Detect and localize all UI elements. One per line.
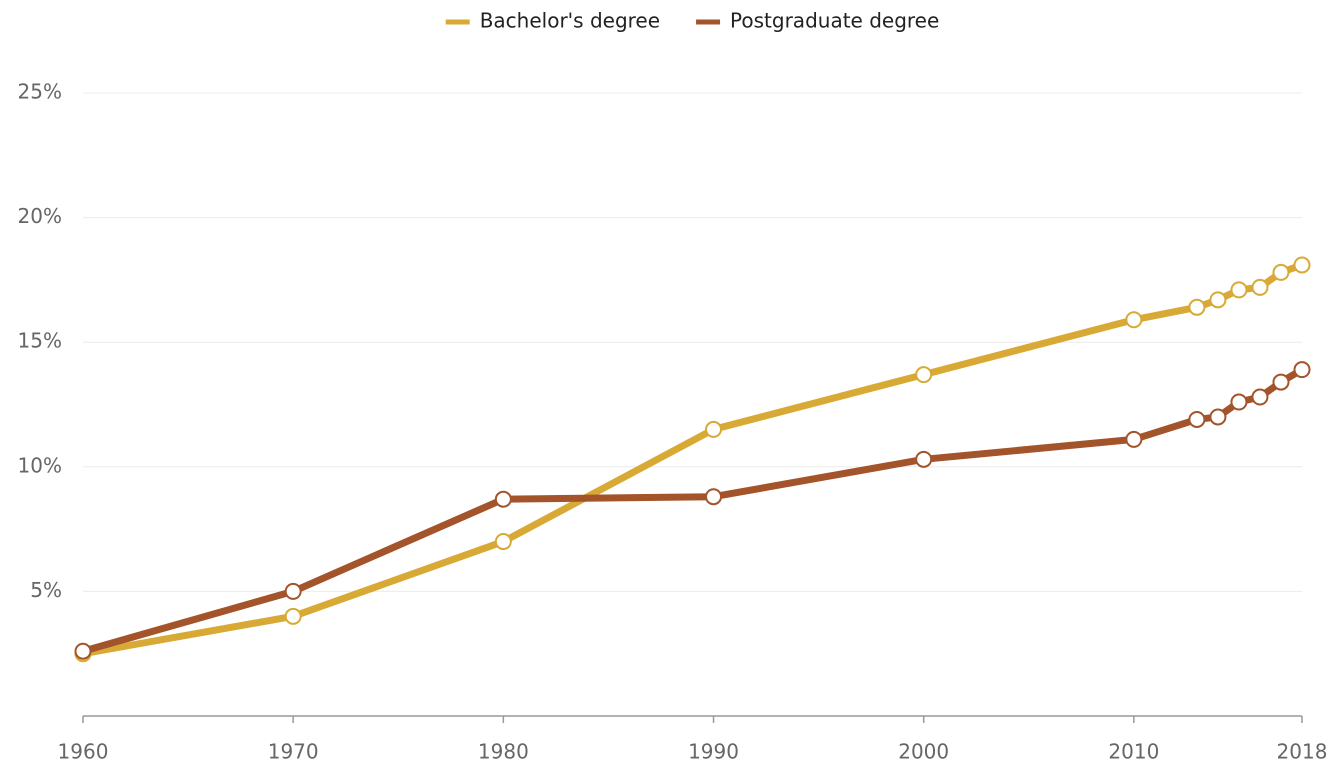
x-tick-label: 2018 (1277, 740, 1328, 764)
point (705, 420, 723, 438)
x-tick-label: 1970 (268, 740, 319, 764)
point (1188, 298, 1206, 316)
point (1251, 388, 1269, 406)
point (1209, 408, 1227, 426)
x-tick-label: 2010 (1108, 740, 1159, 764)
point (915, 366, 933, 384)
point (1272, 373, 1290, 391)
point (1188, 410, 1206, 428)
point (1125, 311, 1143, 329)
x-tick-label: 2000 (898, 740, 949, 764)
point (1251, 278, 1269, 296)
legend-label: Bachelor's degree (480, 9, 660, 33)
point (915, 450, 933, 468)
point (1272, 263, 1290, 281)
y-tick-label: 20% (18, 204, 62, 228)
point (284, 607, 302, 625)
y-tick-label: 25% (18, 80, 62, 104)
x-tick-label: 1960 (58, 740, 109, 764)
point (1230, 281, 1248, 299)
series-line (82, 261, 1304, 658)
point (1125, 430, 1143, 448)
y-tick-label: 5% (30, 578, 62, 602)
legend: Bachelor's degree Postgraduate degree (445, 9, 939, 33)
y-tick-label: 15% (18, 329, 62, 353)
point (284, 582, 302, 600)
x-tick-label: 1990 (688, 740, 739, 764)
point (1230, 393, 1248, 411)
point (1293, 361, 1311, 379)
point (1293, 256, 1311, 274)
legend-label: Postgraduate degree (730, 9, 939, 33)
series-line (82, 366, 1304, 655)
point (705, 488, 723, 506)
point (494, 533, 512, 551)
point (74, 642, 92, 660)
x-tick-label: 1980 (478, 740, 529, 764)
point (1209, 291, 1227, 309)
y-tick-label: 10% (18, 453, 62, 477)
point (494, 490, 512, 508)
